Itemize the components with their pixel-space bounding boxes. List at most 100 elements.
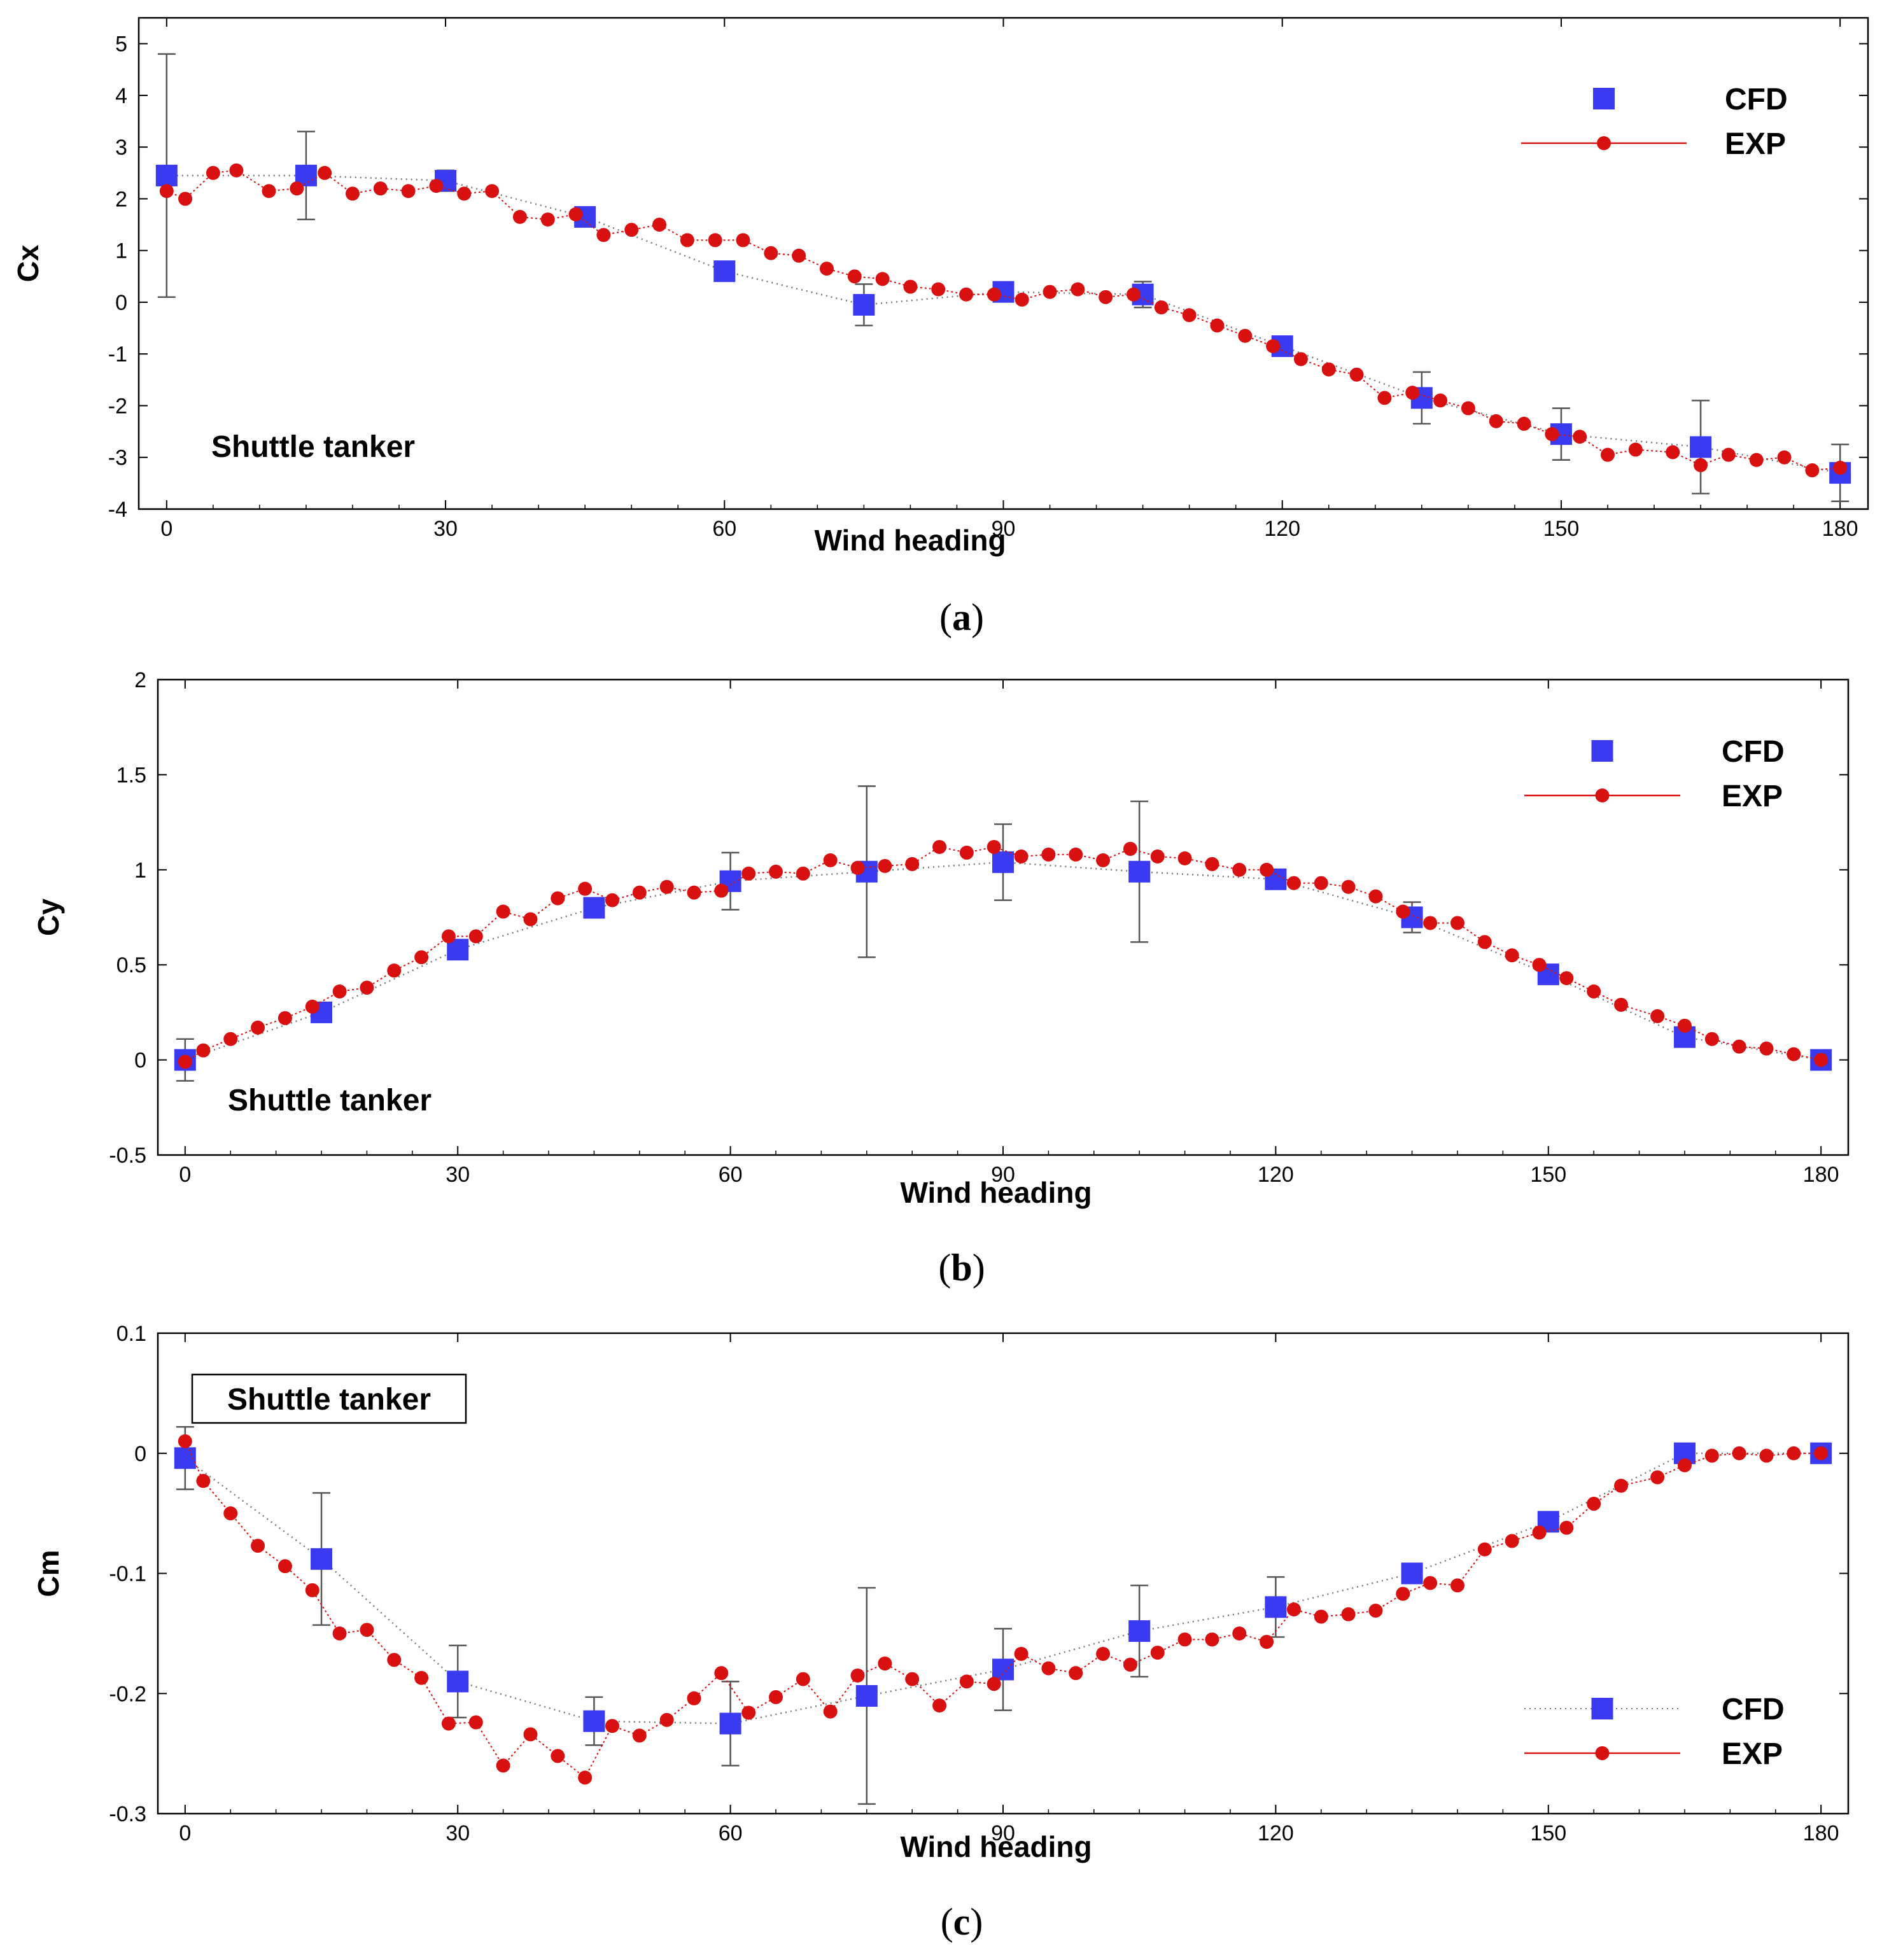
exp-point xyxy=(332,984,347,999)
exp-point xyxy=(959,1674,974,1689)
exp-point xyxy=(596,228,611,242)
exp-point xyxy=(792,248,806,263)
exp-point xyxy=(1532,1525,1547,1540)
exp-point xyxy=(741,866,756,881)
exp-point xyxy=(568,207,583,221)
y-tick-label: 2 xyxy=(115,187,127,211)
exp-point xyxy=(1573,430,1587,444)
legend-cfd-marker xyxy=(1593,88,1615,109)
exp-point xyxy=(1677,1018,1692,1033)
exp-point xyxy=(875,272,890,286)
legend-cfd-label: CFD xyxy=(1725,83,1788,116)
exp-point xyxy=(1260,1635,1274,1649)
exp-point xyxy=(1123,841,1137,856)
exp-point xyxy=(687,1691,701,1705)
exp-point xyxy=(1341,879,1356,894)
exp-point xyxy=(905,1672,920,1686)
exp-point xyxy=(1321,362,1336,377)
caption-c: (c) xyxy=(941,1901,983,1943)
exp-point xyxy=(523,1727,538,1742)
x-tick-label: 30 xyxy=(433,517,458,541)
exp-point xyxy=(769,1690,783,1704)
y-tick-label: 2 xyxy=(134,668,146,692)
exp-point xyxy=(540,212,555,227)
exp-point xyxy=(987,287,1001,302)
exp-point xyxy=(1787,1047,1801,1061)
exp-point xyxy=(441,929,456,944)
exp-point xyxy=(1286,876,1301,890)
exp-point xyxy=(1450,1578,1464,1593)
exp-point xyxy=(178,1054,192,1069)
x-tick-label: 180 xyxy=(1803,1163,1839,1187)
exp-point xyxy=(769,864,783,879)
exp-point xyxy=(206,165,220,180)
exp-point xyxy=(1205,857,1219,871)
exp-point xyxy=(823,853,838,867)
exp-point xyxy=(578,1770,593,1785)
exp-point xyxy=(1450,916,1464,930)
y-axis-title: Cy xyxy=(32,899,65,936)
exp-point xyxy=(251,1539,265,1553)
exp-point xyxy=(1123,1657,1137,1672)
y-axis-title: Cx xyxy=(11,244,45,282)
exp-point xyxy=(496,1758,510,1773)
legend-exp-label: EXP xyxy=(1722,1737,1783,1771)
exp-point xyxy=(878,858,892,873)
exp-point xyxy=(680,233,694,248)
legend-cfd-marker xyxy=(1591,1698,1613,1719)
exp-point xyxy=(659,1712,674,1727)
y-tick-label: -0.5 xyxy=(109,1144,146,1168)
legend-cfd-label: CFD xyxy=(1722,735,1785,769)
exp-point xyxy=(1559,1520,1574,1535)
exp-point xyxy=(1069,847,1083,862)
exp-point xyxy=(1015,292,1029,307)
chart-panel-a: 0 30 60 90 120 150 180 -4 -3 -2 -1 0 1 2 3 4 5 Wind headi… xyxy=(11,17,1869,557)
x-tick-label: 0 xyxy=(179,1163,191,1187)
exp-point xyxy=(1587,1497,1601,1511)
exp-point xyxy=(345,186,360,201)
cfd-point xyxy=(855,1685,878,1707)
exp-point xyxy=(850,1668,865,1683)
annotation-label: Shuttle tanker xyxy=(227,1383,431,1417)
exp-point xyxy=(1377,391,1392,405)
exp-point xyxy=(708,233,722,248)
exp-point xyxy=(457,186,472,201)
y-axis-title: Cm xyxy=(32,1550,65,1597)
exp-point xyxy=(414,1670,429,1685)
cfd-point xyxy=(311,1548,333,1570)
exp-point xyxy=(178,1434,192,1448)
x-tick-label: 150 xyxy=(1543,517,1580,541)
legend: CFD EXP xyxy=(1524,1693,1785,1771)
exp-point xyxy=(305,1583,320,1597)
exp-point xyxy=(578,881,593,896)
exp-point xyxy=(1127,287,1141,302)
exp-point xyxy=(1759,1448,1774,1463)
exp-point xyxy=(624,223,639,237)
cfd-point xyxy=(583,1710,605,1732)
cfd-point xyxy=(447,1670,469,1693)
cfd-point xyxy=(1265,1596,1287,1618)
exp-point xyxy=(632,885,647,900)
exp-point xyxy=(632,1728,647,1743)
exp-point xyxy=(1587,984,1601,999)
exp-point xyxy=(1732,1446,1746,1460)
exp-point xyxy=(387,1653,402,1667)
y-tick-label: 3 xyxy=(115,136,127,160)
caption-b: (b) xyxy=(938,1247,985,1289)
cfd-point xyxy=(155,164,178,186)
exp-point xyxy=(736,233,750,248)
exp-point xyxy=(878,1656,892,1671)
exp-point xyxy=(1014,849,1029,864)
exp-point xyxy=(262,184,276,199)
exp-point xyxy=(229,163,244,178)
exp-point xyxy=(932,839,947,854)
x-tick-label: 60 xyxy=(719,1821,743,1845)
y-tick-label: -0.1 xyxy=(109,1562,146,1586)
cfd-point xyxy=(1128,860,1151,883)
exp-point xyxy=(373,181,388,196)
y-tick-label: 1 xyxy=(134,858,146,883)
exp-point xyxy=(414,950,429,965)
caption-a: (a) xyxy=(939,596,984,638)
exp-point xyxy=(1266,339,1281,354)
exp-point xyxy=(1349,367,1364,382)
